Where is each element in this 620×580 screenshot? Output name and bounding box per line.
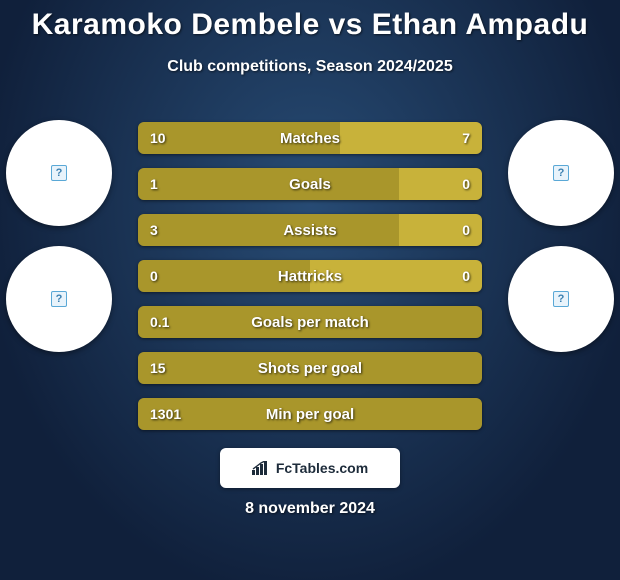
avatar <box>6 246 112 352</box>
date-label: 8 november 2024 <box>0 500 620 518</box>
stat-row: Matches107 <box>138 122 482 154</box>
stat-row: Goals per match0.1 <box>138 306 482 338</box>
stat-value-right: 0 <box>462 214 470 246</box>
page-title: Karamoko Dembele vs Ethan Ampadu <box>0 0 620 42</box>
stat-value-left: 3 <box>150 214 158 246</box>
stat-bars: Matches107Goals10Assists30Hattricks00Goa… <box>138 122 482 444</box>
stat-value-right: 7 <box>462 122 470 154</box>
stat-bar-left <box>138 352 482 384</box>
stat-value-left: 1301 <box>150 398 181 430</box>
stat-value-left: 10 <box>150 122 166 154</box>
stat-bar-left <box>138 260 310 292</box>
avatars-left <box>6 120 112 352</box>
brand-badge: FcTables.com <box>220 448 400 488</box>
subtitle: Club competitions, Season 2024/2025 <box>0 58 620 76</box>
broken-image-icon <box>51 165 67 181</box>
stat-bar-right <box>340 122 482 154</box>
avatars-right <box>508 120 614 352</box>
broken-image-icon <box>51 291 67 307</box>
avatar <box>508 246 614 352</box>
stat-bar-left <box>138 398 482 430</box>
stat-bar-left <box>138 168 399 200</box>
stat-row: Assists30 <box>138 214 482 246</box>
stat-value-left: 15 <box>150 352 166 384</box>
broken-image-icon <box>553 165 569 181</box>
stat-bar-left <box>138 214 399 246</box>
stat-row: Goals10 <box>138 168 482 200</box>
broken-image-icon <box>553 291 569 307</box>
stat-row: Hattricks00 <box>138 260 482 292</box>
stat-row: Shots per goal15 <box>138 352 482 384</box>
stat-row: Min per goal1301 <box>138 398 482 430</box>
chart-icon <box>252 461 270 475</box>
stat-value-left: 0 <box>150 260 158 292</box>
stat-value-left: 0.1 <box>150 306 169 338</box>
stat-bar-right <box>310 260 482 292</box>
stat-bar-left <box>138 122 340 154</box>
brand-text: FcTables.com <box>276 460 368 476</box>
stat-bar-left <box>138 306 482 338</box>
stat-value-left: 1 <box>150 168 158 200</box>
avatar <box>508 120 614 226</box>
avatar <box>6 120 112 226</box>
comparison-card: Karamoko Dembele vs Ethan Ampadu Club co… <box>0 0 620 580</box>
stat-value-right: 0 <box>462 168 470 200</box>
stat-value-right: 0 <box>462 260 470 292</box>
